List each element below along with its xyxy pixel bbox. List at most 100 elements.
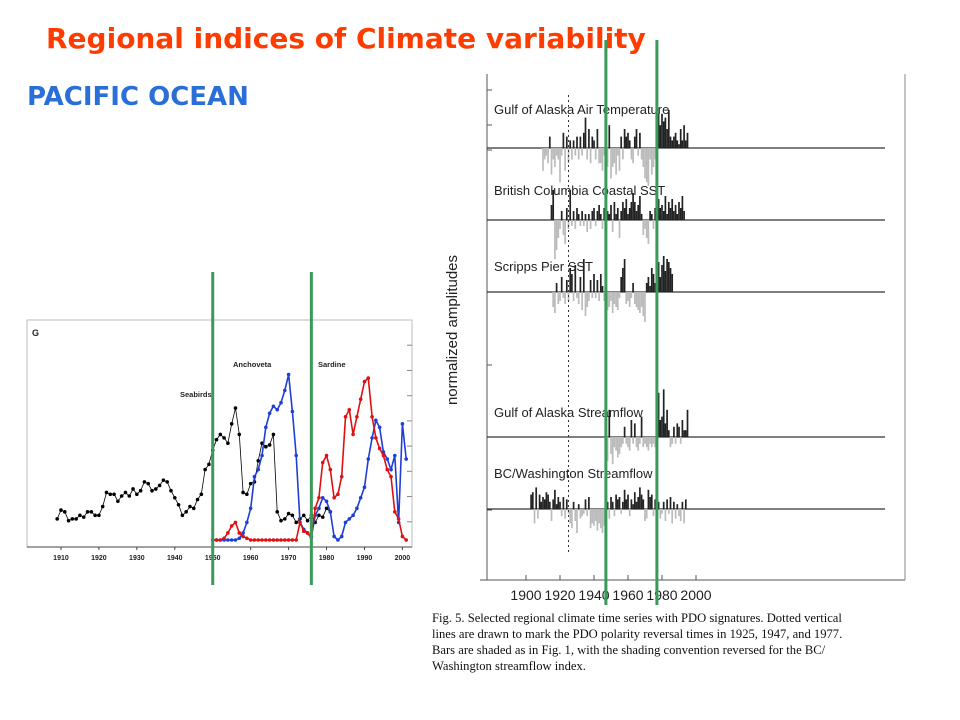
- data-point: [286, 538, 291, 542]
- series-bar: [662, 501, 665, 509]
- series-bar: [628, 509, 631, 517]
- series-bar: [635, 501, 638, 509]
- series-bar: [649, 211, 651, 220]
- series-bar: [674, 509, 677, 519]
- series-bar: [548, 501, 551, 509]
- series-bar: [591, 211, 594, 220]
- series-bar: [596, 509, 599, 531]
- data-point: [366, 376, 371, 380]
- data-point: [264, 538, 268, 542]
- series-bar: [618, 220, 621, 238]
- series-bar: [666, 214, 668, 220]
- series-bar: [586, 148, 589, 160]
- series-bar: [667, 509, 670, 514]
- series-bar: [645, 437, 648, 448]
- series-bar: [572, 501, 575, 509]
- series-bar: [625, 437, 628, 444]
- series-bar: [627, 214, 629, 220]
- series-bar: [559, 292, 561, 301]
- series-label: Gulf of Alaska Air Temperature: [494, 102, 669, 117]
- series-bar: [647, 220, 650, 244]
- series-bar: [620, 277, 623, 292]
- series-bar: [603, 208, 606, 220]
- series-bar: [637, 497, 640, 509]
- series-bar: [673, 211, 675, 220]
- data-point: [131, 487, 135, 491]
- series-bar: [615, 437, 617, 451]
- series-bar: [615, 214, 617, 220]
- x-tick-label: 1940: [578, 587, 609, 603]
- data-point: [123, 490, 128, 495]
- data-point: [59, 508, 63, 512]
- series-bar: [618, 292, 621, 298]
- series-bar: [644, 148, 646, 179]
- data-point: [264, 425, 268, 430]
- series-bar: [601, 509, 604, 533]
- series-bar: [615, 494, 617, 509]
- series-bar: [554, 489, 556, 509]
- series-bar: [542, 148, 544, 171]
- data-point: [267, 411, 272, 416]
- series-bar: [574, 148, 577, 156]
- series-bar: [635, 437, 638, 448]
- series-bar: [647, 489, 650, 509]
- series-bar: [572, 211, 575, 220]
- series-bar: [559, 220, 561, 229]
- data-point: [245, 536, 249, 541]
- series-bar: [678, 426, 680, 437]
- series-bar: [581, 292, 583, 310]
- series-bar: [640, 148, 643, 160]
- series-bar: [678, 144, 680, 148]
- data-point: [324, 453, 329, 458]
- series-bar: [659, 420, 662, 437]
- data-point: [286, 511, 291, 516]
- data-point: [317, 506, 321, 511]
- series-bar: [571, 509, 573, 529]
- series-bar: [616, 148, 619, 156]
- series-bar: [674, 437, 677, 444]
- series-bar: [630, 292, 633, 298]
- series-bar: [598, 148, 600, 164]
- series-bar: [666, 499, 668, 509]
- series-bar: [572, 140, 575, 148]
- data-point: [283, 538, 287, 542]
- series-bar: [627, 437, 629, 448]
- series-bar: [654, 283, 657, 292]
- series-bar: [559, 148, 561, 183]
- series-bar: [654, 208, 657, 220]
- data-point: [180, 513, 185, 518]
- data-point: [241, 531, 245, 535]
- data-point: [366, 457, 371, 461]
- data-point: [317, 513, 321, 518]
- series-bar: [555, 148, 558, 156]
- x-tick-label: 1980: [646, 587, 677, 603]
- series-bar: [681, 140, 684, 148]
- series-bar: [625, 199, 628, 220]
- series-bar: [644, 509, 646, 521]
- series-bar: [642, 148, 645, 167]
- data-point: [267, 538, 272, 542]
- data-point: [78, 513, 82, 518]
- data-point: [138, 488, 143, 493]
- series-bar: [562, 132, 565, 148]
- series-bar: [588, 497, 590, 509]
- series-bar: [603, 292, 606, 301]
- series-bar: [603, 148, 606, 156]
- series-bar: [538, 494, 541, 509]
- series-bar: [630, 420, 633, 437]
- data-point: [347, 517, 352, 521]
- series-bar: [610, 437, 612, 454]
- series-bar: [565, 280, 568, 292]
- series-bar: [555, 220, 558, 250]
- series-bar: [676, 504, 679, 509]
- series-bar: [639, 292, 641, 313]
- series-bar: [615, 292, 617, 307]
- series-bar: [574, 265, 577, 292]
- data-point: [389, 474, 393, 479]
- series-bar: [582, 220, 585, 226]
- series-bar: [652, 148, 655, 167]
- series-bar: [559, 501, 561, 509]
- series-bar: [681, 420, 684, 437]
- series-bar: [547, 148, 549, 164]
- series-bar: [632, 504, 634, 509]
